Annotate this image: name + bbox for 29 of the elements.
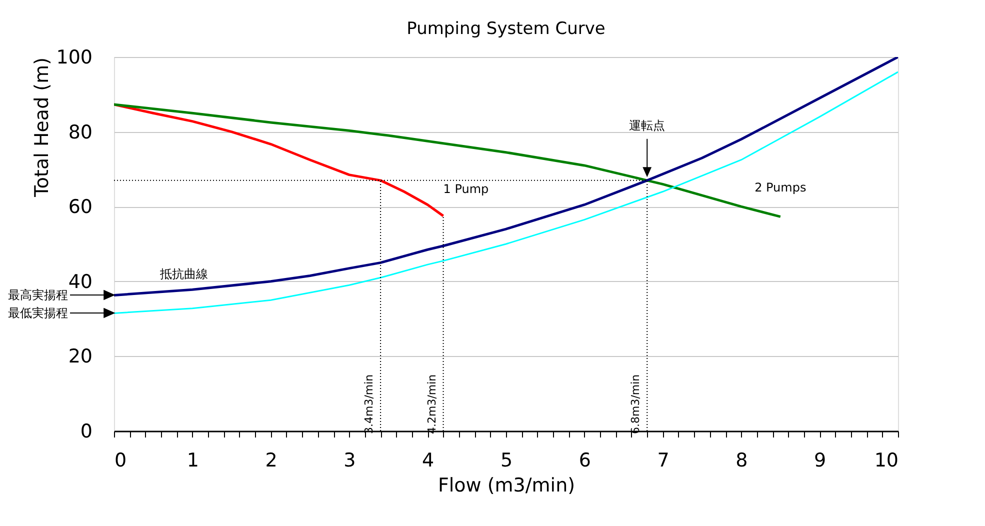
x-tick-label: 7	[657, 450, 670, 472]
series-label: 2 Pumps	[754, 180, 806, 195]
y-tick-label: 0	[80, 420, 92, 442]
x-tick-label: 0	[114, 450, 127, 472]
series-label: 抵抗曲線	[159, 267, 208, 282]
text: 最高実揚程	[8, 288, 68, 302]
series-label: 1 Pump	[443, 182, 489, 196]
annotation: 3.4m3/min	[362, 374, 376, 434]
annotation: 運転点	[629, 118, 666, 132]
y-tick-label: 40	[68, 270, 92, 293]
annotation: 4.2m3/min	[425, 374, 438, 434]
annotation: 6.8m3/min	[629, 374, 642, 434]
y-tick-label: 80	[68, 121, 92, 144]
x-tick-label: 3	[344, 450, 356, 472]
x-tick-label: 8	[736, 450, 748, 472]
y-tick-label: 20	[68, 346, 92, 368]
x-axis-title: Flow (m3/min)	[438, 474, 576, 496]
x-tick-label: 6	[578, 450, 591, 472]
x-tick-label: 5	[500, 450, 513, 472]
y-tick-label: 60	[68, 196, 92, 218]
x-tick-label: 2	[265, 450, 278, 472]
y-axis-title: Total Head (m)	[31, 58, 54, 198]
x-tick-label: 4	[422, 450, 434, 472]
text: 最低実揚程	[8, 306, 68, 320]
x-tick-label: 9	[814, 450, 826, 472]
x-tick-label: 1	[186, 450, 199, 472]
y-tick-label: 100	[56, 46, 92, 68]
chart-title: Pumping System Curve	[406, 19, 606, 39]
x-tick-label: 10	[874, 450, 898, 472]
